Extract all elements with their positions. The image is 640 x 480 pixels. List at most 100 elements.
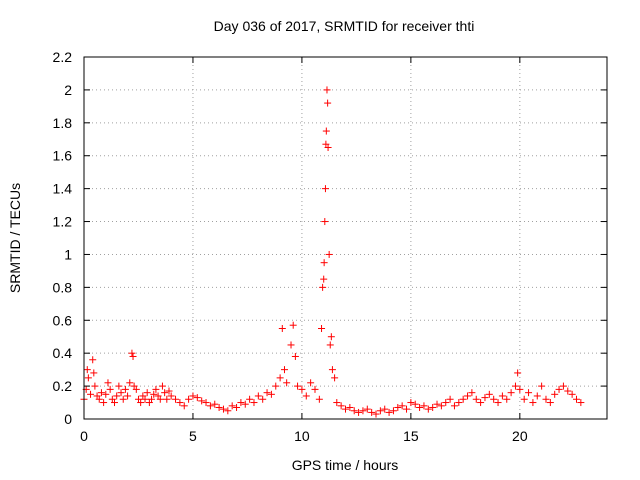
data-point: [132, 385, 140, 393]
data-point: [337, 402, 345, 410]
data-point: [104, 379, 112, 387]
data-point: [464, 392, 472, 400]
data-point: [511, 382, 519, 390]
data-point: [459, 395, 467, 403]
data-point: [180, 402, 188, 410]
data-point: [328, 366, 336, 374]
data-point: [411, 400, 419, 408]
data-point: [424, 405, 432, 413]
data-point: [320, 275, 328, 283]
data-point: [525, 389, 533, 397]
data-point: [446, 395, 454, 403]
data-point: [381, 405, 389, 413]
data-point: [542, 395, 550, 403]
data-point: [124, 392, 132, 400]
data-point: [355, 408, 363, 416]
data-point: [228, 402, 236, 410]
x-tick-label: 10: [294, 428, 310, 444]
x-tick-label: 0: [80, 428, 88, 444]
data-point: [233, 403, 241, 411]
y-tick-label: 1: [64, 246, 72, 262]
data-point: [529, 399, 537, 407]
data-point: [115, 382, 123, 390]
data-point: [322, 127, 330, 135]
axis-ticks: [83, 56, 607, 420]
data-point: [321, 185, 329, 193]
y-tick-label: 0.8: [53, 279, 73, 295]
plot-frame: [83, 56, 608, 420]
data-point: [389, 407, 397, 415]
data-point: [472, 395, 480, 403]
data-point: [498, 392, 506, 400]
data-point: [385, 408, 393, 416]
data-point: [89, 356, 97, 364]
data-point: [320, 259, 328, 267]
data-point: [278, 325, 286, 332]
data-point: [507, 389, 515, 397]
data-point: [394, 403, 402, 411]
data-point: [100, 399, 108, 407]
data-point: [219, 405, 227, 413]
data-point: [113, 392, 121, 400]
data-point: [298, 385, 306, 393]
data-point: [121, 385, 129, 393]
data-points: [80, 86, 585, 418]
data-point: [520, 395, 528, 403]
y-tick-labels: 0 0.2 0.4 0.6 0.8 1 1.2 1.4 1.6 1.8 2 2.2: [53, 49, 73, 427]
y-tick-label: 1.2: [53, 214, 73, 230]
data-point: [326, 341, 334, 349]
data-point: [572, 395, 580, 403]
x-tick-label: 15: [403, 428, 419, 444]
data-point: [450, 402, 458, 410]
data-point: [318, 325, 326, 332]
data-point: [158, 382, 166, 390]
data-point: [468, 389, 476, 397]
data-point: [211, 400, 219, 408]
y-tick-label: 1.4: [53, 181, 73, 197]
data-point: [254, 392, 262, 400]
data-point: [442, 399, 450, 407]
data-point: [494, 399, 502, 407]
data-point: [407, 399, 415, 407]
data-point: [215, 403, 223, 411]
data-point: [327, 333, 335, 341]
data-point: [514, 369, 522, 377]
chart-title: Day 036 of 2017, SRMTID for receiver tht…: [214, 18, 475, 34]
data-point: [577, 399, 585, 407]
data-point: [276, 374, 284, 382]
data-point: [141, 395, 149, 403]
data-point: [477, 399, 485, 407]
data-point: [485, 390, 493, 398]
data-point: [90, 369, 98, 377]
y-tick-label: 2.2: [53, 49, 73, 65]
y-tick-label: 0.2: [53, 378, 73, 394]
data-point: [167, 392, 175, 400]
data-point: [189, 392, 197, 400]
data-point: [546, 399, 554, 407]
data-point: [429, 403, 437, 411]
data-point: [398, 402, 406, 410]
data-point: [84, 374, 92, 382]
data-point: [106, 385, 114, 393]
data-point: [152, 385, 160, 393]
data-point: [250, 399, 258, 407]
data-point: [564, 387, 572, 395]
data-point: [331, 374, 339, 382]
y-axis-label: SRMTID / TECUs: [7, 183, 23, 293]
data-point: [172, 395, 180, 403]
data-point: [126, 379, 134, 387]
data-point: [202, 399, 210, 407]
y-tick-label: 0.4: [53, 345, 73, 361]
data-point: [148, 395, 156, 403]
data-point: [319, 283, 327, 291]
y-tick-label: 2: [64, 82, 72, 98]
data-point: [156, 395, 164, 403]
x-tick-label: 5: [189, 428, 197, 444]
data-point: [95, 395, 103, 403]
data-point: [224, 407, 232, 415]
data-point: [555, 385, 563, 393]
data-point: [503, 395, 511, 403]
data-point: [246, 395, 254, 403]
x-tick-label: 20: [512, 428, 528, 444]
